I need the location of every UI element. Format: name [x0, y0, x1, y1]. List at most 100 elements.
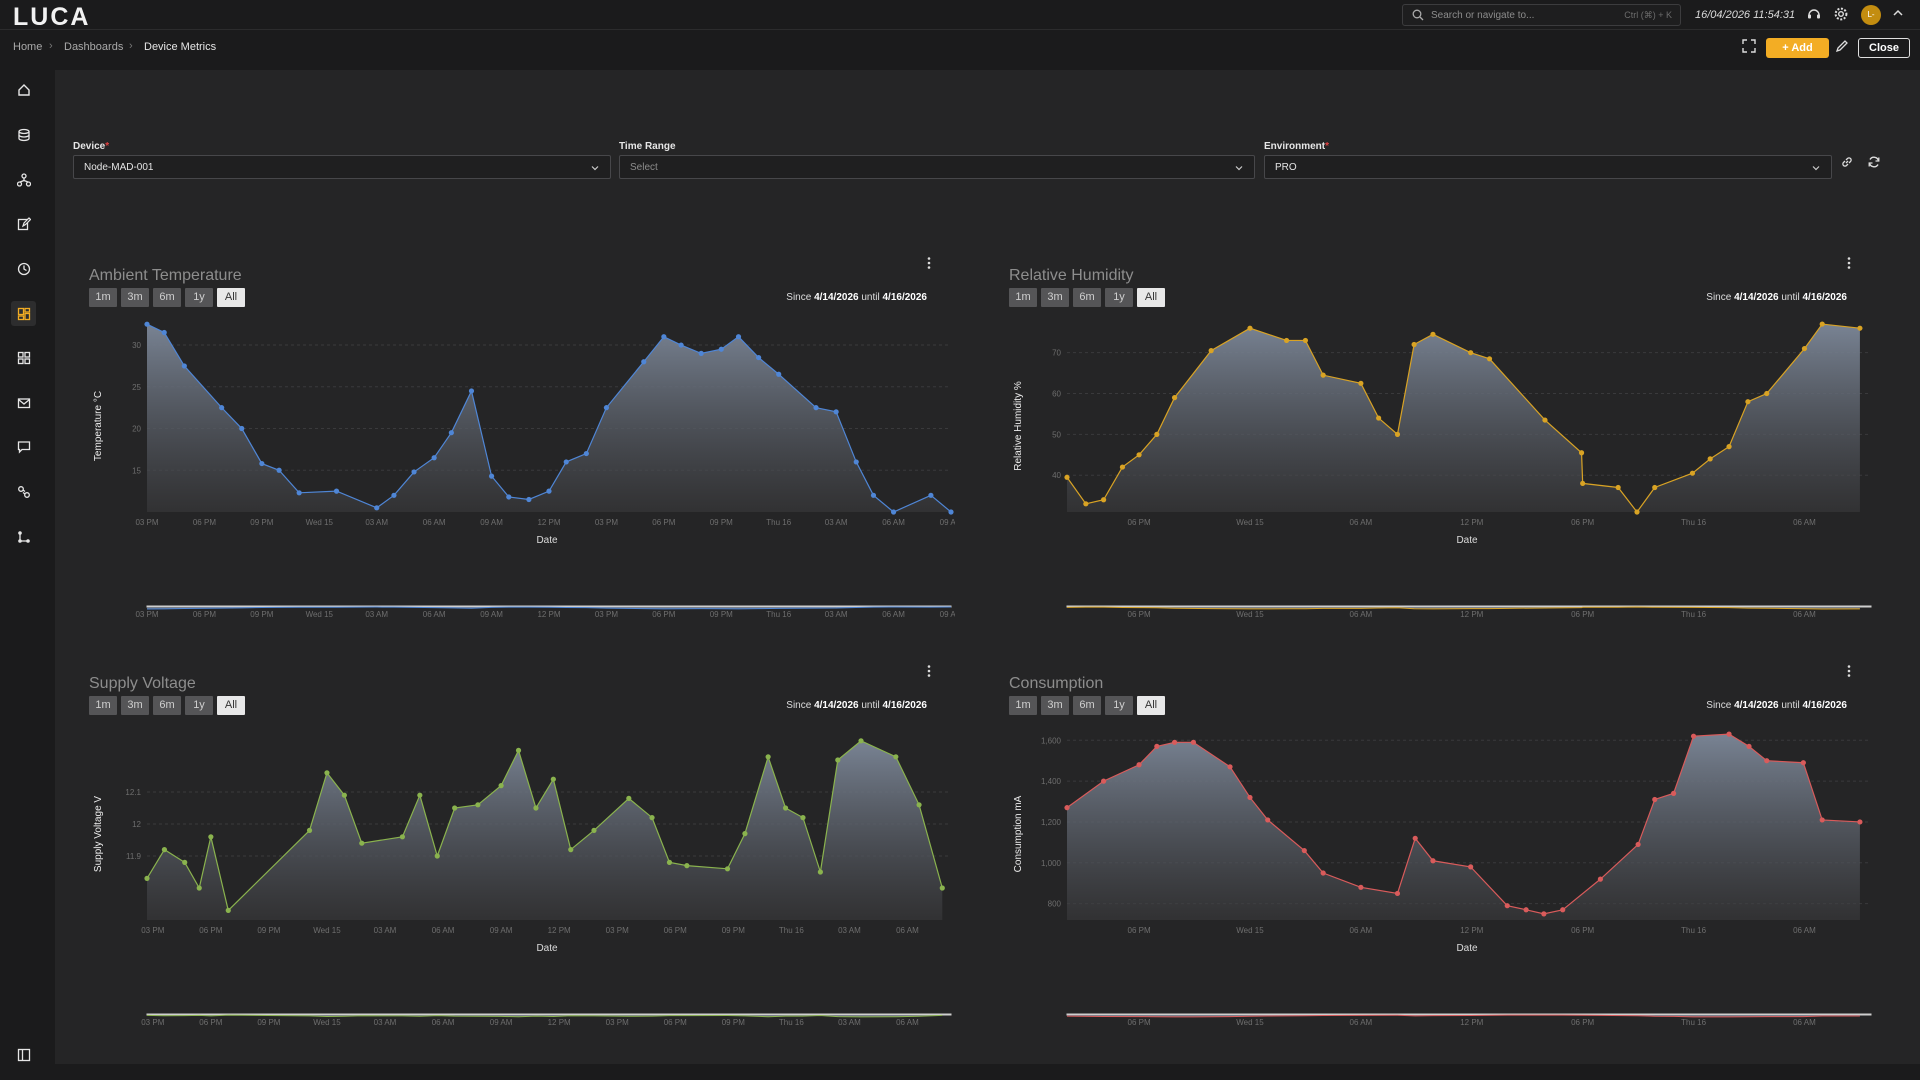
range-button[interactable]: 3m	[121, 696, 149, 715]
support-icon[interactable]	[1806, 6, 1824, 24]
data-point	[1542, 417, 1548, 423]
series-area	[147, 740, 943, 920]
series-line	[146, 740, 943, 912]
environment-select[interactable]: PRO	[1264, 155, 1832, 179]
x-tick-label: 06 PM	[193, 518, 216, 527]
fullscreen-icon[interactable]	[1742, 39, 1760, 57]
data-point	[1100, 497, 1107, 503]
x-tick-label: Thu 16	[766, 518, 791, 527]
x-tick-label: 06 PM	[664, 926, 687, 935]
navigator-tick-label: 03 AM	[374, 1018, 397, 1027]
until-date: 4/16/2026	[1802, 292, 1848, 303]
device-select[interactable]: Node-MAD-001	[73, 155, 611, 179]
navigator-tick-label: 06 AM	[1350, 610, 1373, 619]
range-button[interactable]: All	[1137, 696, 1165, 715]
range-button[interactable]: 6m	[153, 288, 181, 307]
range-button[interactable]: 6m	[153, 696, 181, 715]
data-point	[1745, 399, 1751, 405]
panel-toggle-icon	[17, 1048, 30, 1061]
range-button[interactable]: 6m	[1073, 696, 1101, 715]
refresh-icon[interactable]	[1867, 155, 1885, 173]
since-prefix: Since	[1706, 700, 1732, 711]
y-tick-label: 50	[1052, 430, 1061, 439]
sidebar-item-data[interactable]	[11, 122, 36, 147]
more-options-icon[interactable]	[1843, 256, 1855, 270]
range-button[interactable]: 3m	[1041, 288, 1069, 307]
x-tick-label: 06 PM	[199, 926, 222, 935]
more-options-icon[interactable]	[923, 256, 935, 270]
data-point	[417, 792, 423, 798]
range-button[interactable]: 1m	[1009, 696, 1037, 715]
data-point	[893, 754, 899, 760]
data-point	[399, 834, 406, 840]
panel-temperature: Ambient Temperature 1m 3m 6m 1y All Since 4/14…	[55, 256, 955, 646]
range-button[interactable]: 1y	[1105, 696, 1133, 715]
range-button[interactable]: All	[1137, 288, 1165, 307]
settings-icon[interactable]	[1833, 6, 1851, 24]
area-chart[interactable]: 40 50 60 70 06 PM Wed 15 06 AM 12 PM 06 PM Thu 16…	[975, 310, 1875, 646]
sidebar-item-editor[interactable]	[11, 211, 36, 236]
sidebar-item-history[interactable]	[11, 256, 36, 281]
sidebar-item-chat[interactable]	[11, 434, 36, 459]
navigator-tick-label: 06 AM	[882, 610, 905, 619]
link-icon[interactable]	[1840, 155, 1858, 173]
x-axis-title: Date	[1456, 943, 1478, 954]
more-options-icon[interactable]	[1843, 664, 1855, 678]
y-axis-title: Temperature °C	[93, 391, 104, 461]
until-prefix: until	[861, 292, 880, 303]
navigator-tick-label: 09 PM	[710, 610, 733, 619]
range-button[interactable]: 1y	[185, 696, 213, 715]
sidebar-item-home[interactable]	[11, 77, 36, 102]
data-point	[724, 866, 731, 872]
x-tick-label: 06 AM	[1350, 518, 1373, 527]
avatar[interactable]: L-	[1861, 5, 1881, 25]
data-point	[1283, 337, 1290, 344]
x-axis-title: Date	[536, 535, 558, 546]
search-input[interactable]: Search or navigate to... Ctrl (⌘) + K	[1402, 4, 1681, 26]
range-button[interactable]: 1y	[1105, 288, 1133, 307]
sidebar-item-messages[interactable]	[11, 390, 36, 415]
data-point	[1064, 474, 1070, 480]
time-range-select[interactable]: Select	[619, 155, 1255, 179]
since-date: 4/14/2026	[814, 292, 859, 303]
data-point	[1171, 395, 1178, 401]
navigator-window	[146, 1013, 952, 1016]
more-options-icon[interactable]	[923, 664, 935, 678]
add-button[interactable]: + Add	[1766, 38, 1829, 58]
range-button[interactable]: 1m	[89, 288, 117, 307]
area-chart[interactable]: 15 20 25 30 03 PM 06 PM 09 PM Wed 15 03 AM 06 AM 0…	[55, 310, 955, 646]
range-button[interactable]: All	[217, 696, 245, 715]
close-button[interactable]: Close	[1858, 38, 1910, 58]
sidebar-item-links[interactable]	[11, 479, 36, 504]
x-axis-title: Date	[1456, 535, 1478, 546]
data-point	[684, 863, 690, 869]
x-tick-label: 09 AM	[940, 518, 955, 527]
data-point	[603, 405, 610, 411]
chevron-up-icon[interactable]	[1891, 6, 1909, 24]
range-button[interactable]: All	[217, 288, 245, 307]
area-chart[interactable]: 800 1,000 1,200 1,400 1,600 06 PM Wed 15 06 AM 1…	[975, 718, 1875, 1054]
search-shortcut: Ctrl (⌘) + K	[1624, 10, 1672, 20]
range-button[interactable]: 1m	[89, 696, 117, 715]
range-button[interactable]: 3m	[1041, 696, 1069, 715]
x-tick-label: 12 PM	[548, 926, 571, 935]
sidebar-item-network[interactable]	[11, 167, 36, 192]
breadcrumb-home[interactable]: Home	[13, 41, 43, 53]
app-logo[interactable]: LUCA	[13, 3, 91, 31]
data-point	[374, 505, 380, 511]
range-button[interactable]: 6m	[1073, 288, 1101, 307]
y-tick-label: 11.9	[126, 852, 142, 861]
data-point	[1265, 817, 1271, 823]
area-chart[interactable]: 11.9 12 12.1 03 PM 06 PM 09 PM Wed 15 03 AM 06 A…	[55, 718, 955, 1054]
range-button[interactable]: 3m	[121, 288, 149, 307]
data-point	[1320, 870, 1326, 876]
data-point	[359, 840, 365, 846]
edit-icon[interactable]	[1835, 39, 1853, 57]
breadcrumb-dashboards[interactable]: Dashboards	[64, 41, 124, 53]
sidebar-item-dashboards[interactable]	[11, 301, 36, 326]
range-button[interactable]: 1y	[185, 288, 213, 307]
sidebar-item-flows[interactable]	[11, 524, 36, 549]
sidebar-item-apps[interactable]	[11, 345, 36, 370]
sidebar-collapse-toggle[interactable]	[11, 1042, 36, 1067]
range-button[interactable]: 1m	[1009, 288, 1037, 307]
